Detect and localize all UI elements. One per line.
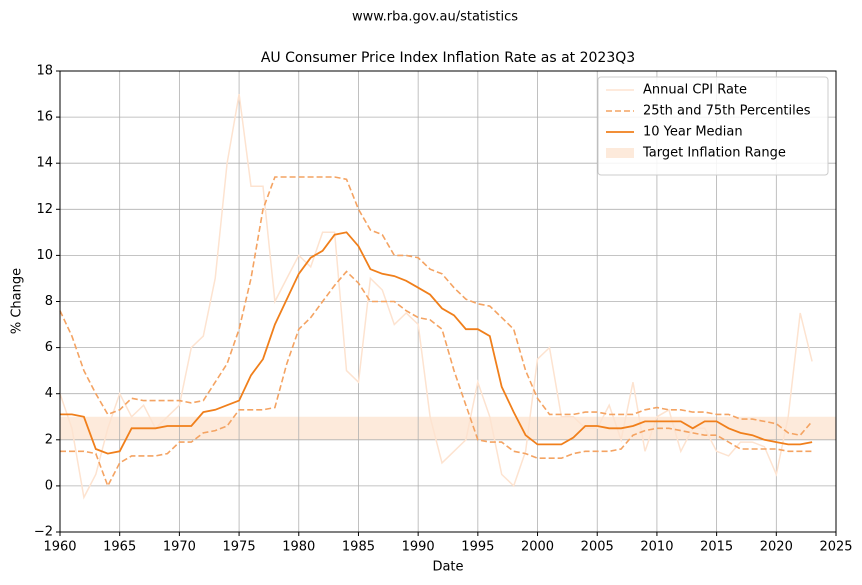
series-line: [59, 176, 813, 437]
legend: Annual CPI Rate 25th and 75th Percentiles…: [597, 76, 829, 176]
y-tick-label: 6: [45, 340, 53, 355]
series-line: [60, 270, 813, 488]
x-tick-label: 1980: [282, 540, 315, 555]
chart-title: AU Consumer Price Index Inflation Rate a…: [261, 50, 635, 66]
legend-label: Annual CPI Rate: [643, 83, 747, 98]
x-tick-label: 1970: [163, 540, 196, 555]
y-tick-label: 12: [36, 202, 53, 217]
legend-swatch: [606, 148, 634, 158]
y-tick-label: 0: [45, 478, 53, 493]
chart-suptitle: www.rba.gov.au/statistics: [352, 10, 518, 25]
axes-frame: [59, 70, 837, 533]
y-tick-label: 10: [36, 248, 53, 263]
x-tick-label: 1960: [43, 540, 76, 555]
x-tick-label: 2010: [640, 540, 673, 555]
x-tick-label: 1975: [223, 540, 256, 555]
y-tick-label: 8: [45, 294, 53, 309]
y-tick-label: 14: [36, 156, 53, 171]
legend-box: [597, 76, 829, 176]
x-tick-label: 2025: [819, 540, 852, 555]
x-tick-label: 2015: [700, 540, 733, 555]
series-line: [60, 231, 813, 455]
y-tick-label: 18: [36, 64, 53, 79]
x-tick-label: 1995: [461, 540, 494, 555]
x-tick-label: 2005: [581, 540, 614, 555]
x-tick-label: 1990: [402, 540, 435, 555]
y-tick-label: 2: [45, 432, 53, 447]
y-tick-label: 16: [36, 110, 53, 125]
legend-label: Target Inflation Range: [642, 146, 786, 161]
y-axis-label: % Change: [10, 268, 25, 334]
x-axis-label: Date: [432, 560, 463, 575]
series-line: [59, 93, 813, 500]
y-tick-label: 4: [45, 386, 53, 401]
x-tick-label: 2020: [760, 540, 793, 555]
x-tick-label: 1965: [103, 540, 136, 555]
legend-label: 10 Year Median: [643, 125, 743, 140]
legend-label: 25th and 75th Percentiles: [643, 104, 811, 119]
y-tick-label: −2: [34, 525, 53, 540]
x-tick-label: 2000: [521, 540, 554, 555]
x-tick-label: 1985: [342, 540, 375, 555]
